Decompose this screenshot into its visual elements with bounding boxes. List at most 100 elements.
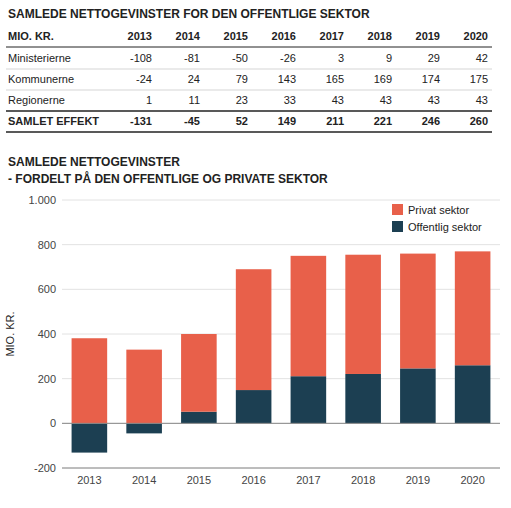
table-cell: 43 xyxy=(476,94,488,106)
table-cell: 9 xyxy=(386,52,392,64)
table-column-header: 2015 xyxy=(224,30,248,42)
x-tick-label: 2013 xyxy=(77,474,101,486)
bar xyxy=(126,350,162,424)
legend-swatch xyxy=(392,221,403,232)
table-column-header: 2017 xyxy=(320,30,344,42)
table-cell: 246 xyxy=(422,115,440,127)
y-tick-label: 400 xyxy=(38,328,56,340)
grid-line xyxy=(62,468,500,469)
table-cell: 260 xyxy=(470,115,488,127)
grid-line xyxy=(62,200,500,201)
table-cell: -45 xyxy=(184,115,200,127)
x-tick-label: 2019 xyxy=(406,474,430,486)
grid-line xyxy=(62,244,500,245)
table-title: SAMLEDE NETTOGEVINSTER FOR DEN OFFENTLIG… xyxy=(8,7,370,21)
bar xyxy=(236,390,272,423)
table-row-label: Ministerierne xyxy=(8,52,71,64)
x-tick-label: 2014 xyxy=(132,474,156,486)
table-column-header: 2016 xyxy=(272,30,296,42)
table-cell: 3 xyxy=(338,52,344,64)
bar xyxy=(345,374,381,423)
table-cell: -50 xyxy=(232,52,248,64)
table-rule xyxy=(6,47,492,48)
table-column-header: 2014 xyxy=(176,30,201,42)
table-cell: -26 xyxy=(280,52,296,64)
legend: Privat sektor Offentlig sektor xyxy=(392,204,482,233)
table-cell: 79 xyxy=(236,73,248,85)
table-cell: 143 xyxy=(278,73,296,85)
x-tick-label: 2018 xyxy=(351,474,375,486)
table-cell: -81 xyxy=(184,52,200,64)
bar xyxy=(455,365,491,423)
zero-line xyxy=(62,423,500,424)
bar xyxy=(126,423,162,433)
chart-subtitle: - FORDELT PÅ DEN OFFENTLIGE OG PRIVATE S… xyxy=(8,171,328,186)
table-cell: 11 xyxy=(189,94,200,106)
y-tick-label: 1.000 xyxy=(28,194,56,206)
y-tick-label: 800 xyxy=(38,239,56,251)
table-cell: 33 xyxy=(284,94,296,106)
bar xyxy=(455,251,491,365)
legend-label: Privat sektor xyxy=(408,204,469,216)
table-cell: 165 xyxy=(326,73,344,85)
table-cell: 174 xyxy=(422,73,440,85)
chart-title: SAMLEDE NETTOGEVINSTER xyxy=(8,155,180,169)
table: SAMLEDE NETTOGEVINSTER FOR DEN OFFENTLIG… xyxy=(6,7,492,132)
table-cell: 29 xyxy=(428,52,440,64)
bar xyxy=(291,256,327,376)
table-cell: 175 xyxy=(470,73,488,85)
legend-swatch xyxy=(392,204,403,215)
table-cell: 43 xyxy=(428,94,440,106)
table-header: MIO. KR. xyxy=(8,30,54,42)
table-column-header: 2019 xyxy=(416,30,440,42)
table-cell: 43 xyxy=(332,94,344,106)
table-rule xyxy=(6,110,492,111)
y-tick-label: -200 xyxy=(34,462,56,474)
bar xyxy=(345,255,381,374)
y-axis-label: MIO. KR. xyxy=(4,311,16,356)
bars xyxy=(72,251,491,452)
table-cell: 43 xyxy=(380,94,392,106)
bar-chart: SAMLEDE NETTOGEVINSTER - FORDELT PÅ DEN O… xyxy=(4,155,500,486)
table-row-label: SAMLET EFFEKT xyxy=(8,115,99,127)
x-tick-label: 2015 xyxy=(187,474,211,486)
table-rule xyxy=(6,69,492,70)
figure: SAMLEDE NETTOGEVINSTER FOR DEN OFFENTLIG… xyxy=(0,0,511,508)
table-column-header: 2013 xyxy=(128,30,152,42)
x-tick-label: 2017 xyxy=(296,474,320,486)
table-rule xyxy=(6,131,492,132)
table-cell: 211 xyxy=(326,115,344,127)
x-tick-label: 2020 xyxy=(460,474,484,486)
bar xyxy=(291,376,327,423)
table-cell: 1 xyxy=(146,94,152,106)
table-cell: 23 xyxy=(236,94,248,106)
table-cell: 169 xyxy=(374,73,392,85)
table-cell: -131 xyxy=(130,115,152,127)
table-row-label: Kommunerne xyxy=(8,73,74,85)
table-cell: 52 xyxy=(236,115,248,127)
table-cell: 24 xyxy=(188,73,200,85)
bar xyxy=(236,269,272,390)
bar xyxy=(181,412,217,424)
table-column-header: 2018 xyxy=(368,30,392,42)
bar xyxy=(72,423,108,452)
table-cell: 42 xyxy=(476,52,488,64)
table-column-header: 2020 xyxy=(464,30,488,42)
bar xyxy=(400,254,436,369)
grid-line xyxy=(62,423,500,424)
x-axis-line xyxy=(62,468,500,469)
y-tick-label: 600 xyxy=(38,283,56,295)
legend-label: Offentlig sektor xyxy=(408,221,482,233)
table-rule xyxy=(6,90,492,91)
table-cell: -108 xyxy=(130,52,152,64)
x-tick-label: 2016 xyxy=(241,474,265,486)
table-cell: 221 xyxy=(374,115,392,127)
bar xyxy=(181,334,217,412)
table-cell: 149 xyxy=(278,115,296,127)
y-tick-label: 200 xyxy=(38,373,56,385)
bar xyxy=(72,338,108,423)
table-row-label: Regionerne xyxy=(8,94,65,106)
y-tick-label: 0 xyxy=(50,417,56,429)
bar xyxy=(400,368,436,423)
table-cell: -24 xyxy=(136,73,152,85)
